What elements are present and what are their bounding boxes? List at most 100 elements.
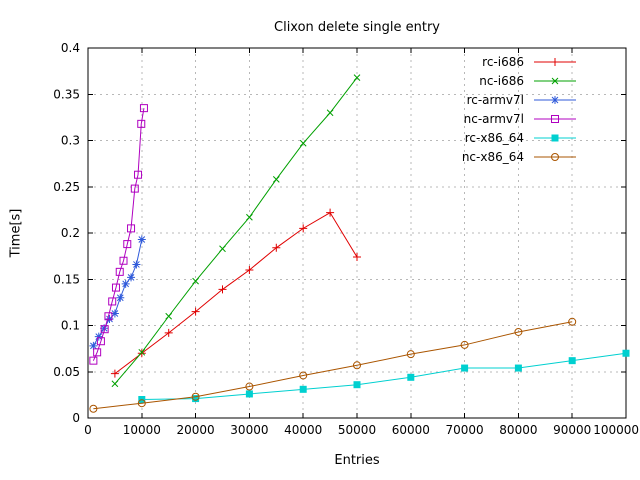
marker-plus bbox=[218, 285, 227, 294]
x-tick-label: 20000 bbox=[177, 423, 215, 437]
marker-square-open bbox=[100, 325, 109, 334]
marker-circle-open bbox=[299, 371, 308, 380]
marker-square-filled bbox=[622, 349, 630, 357]
marker-plus bbox=[272, 243, 281, 252]
legend-label: nc-armv7l bbox=[464, 112, 524, 126]
series-line bbox=[141, 352, 627, 400]
y-tick-label: 0.35 bbox=[53, 87, 80, 101]
y-tick-label: 0.05 bbox=[53, 365, 80, 379]
marker-square-open bbox=[134, 170, 143, 179]
marker-cross bbox=[192, 277, 199, 285]
marker-cross bbox=[111, 380, 119, 388]
legend-label: rc-i686 bbox=[482, 55, 524, 69]
legend-entry-nc-i686: nc-i686 bbox=[479, 74, 576, 88]
marker-square-open bbox=[108, 297, 117, 306]
marker-square-filled bbox=[514, 364, 522, 372]
marker-plus bbox=[110, 369, 119, 378]
series-line bbox=[92, 239, 143, 347]
chart-title: Clixon delete single entry bbox=[274, 20, 440, 35]
legend-label: rc-x86_64 bbox=[465, 131, 524, 145]
marker-cross bbox=[219, 245, 226, 253]
marker-circle-open bbox=[245, 382, 254, 391]
series-nc-i686 bbox=[111, 74, 361, 388]
marker-circle-open bbox=[191, 392, 200, 401]
legend-entry-rc-x86_64: rc-x86_64 bbox=[465, 131, 576, 145]
marker-circle-open bbox=[568, 317, 577, 326]
y-tick-label: 0.3 bbox=[61, 134, 80, 148]
marker-asterisk bbox=[116, 293, 125, 302]
y-tick-label: 0.25 bbox=[53, 180, 80, 194]
x-tick-label: 50000 bbox=[338, 423, 376, 437]
marker-square-open bbox=[115, 267, 124, 276]
marker-circle-open bbox=[137, 399, 146, 408]
marker-plus bbox=[326, 208, 335, 217]
marker-asterisk bbox=[89, 341, 98, 350]
marker-circle-open bbox=[406, 350, 415, 359]
marker-square-filled bbox=[568, 357, 576, 365]
series-line bbox=[114, 211, 358, 374]
marker-square-open bbox=[127, 224, 136, 233]
marker-square-open bbox=[93, 348, 102, 357]
x-tick-label: 80000 bbox=[499, 423, 537, 437]
marker-plus bbox=[164, 328, 173, 337]
x-tick-label: 10000 bbox=[123, 423, 161, 437]
x-tick-label: 70000 bbox=[446, 423, 484, 437]
grid bbox=[88, 48, 626, 418]
legend-entry-rc-armv7l: rc-armv7l bbox=[467, 93, 576, 107]
marker-asterisk bbox=[94, 332, 103, 341]
series-nc-x86_64 bbox=[89, 317, 577, 413]
marker-plus bbox=[353, 253, 361, 262]
legend-entry-nc-armv7l: nc-armv7l bbox=[464, 112, 576, 126]
marker-asterisk bbox=[110, 309, 119, 318]
marker-circle-open bbox=[89, 404, 98, 413]
marker-square-open bbox=[111, 283, 120, 292]
tick-labels: 0 10000 20000 30000 40000 50000 60000 70000 8000… bbox=[53, 41, 639, 437]
series-line bbox=[93, 321, 573, 410]
marker-square-filled bbox=[461, 364, 469, 372]
y-tick-label: 0 bbox=[72, 411, 80, 425]
legend-entry-rc-i686: rc-i686 bbox=[482, 55, 576, 69]
series-line bbox=[114, 77, 358, 385]
x-tick-label: 0 bbox=[84, 423, 92, 437]
marker-asterisk bbox=[137, 235, 146, 244]
series-rc-x86_64 bbox=[138, 349, 630, 403]
marker-square-open bbox=[137, 119, 146, 128]
marker-asterisk bbox=[100, 324, 109, 333]
marker-cross bbox=[551, 77, 559, 85]
marker-asterisk bbox=[127, 273, 136, 282]
marker-cross bbox=[165, 312, 173, 320]
legend-label: nc-i686 bbox=[479, 74, 524, 88]
marker-asterisk bbox=[551, 96, 559, 104]
marker-asterisk bbox=[121, 279, 130, 288]
marker-square-open bbox=[119, 256, 128, 265]
x-tick-label: 90000 bbox=[553, 423, 591, 437]
marker-square-filled bbox=[407, 373, 415, 381]
marker-asterisk bbox=[105, 315, 114, 324]
legend-entry-nc-x86_64: nc-x86_64 bbox=[462, 150, 576, 164]
marker-square-filled bbox=[192, 395, 200, 403]
marker-cross bbox=[353, 74, 361, 81]
marker-square-filled bbox=[245, 390, 253, 398]
marker-circle-open bbox=[353, 361, 361, 370]
marker-square-open bbox=[96, 337, 105, 346]
marker-square-open bbox=[123, 240, 132, 249]
marker-cross bbox=[299, 139, 307, 147]
marker-square-filled bbox=[551, 134, 559, 142]
marker-asterisk bbox=[132, 260, 141, 269]
x-tick-label: 30000 bbox=[230, 423, 268, 437]
series-nc-armv7l bbox=[89, 104, 148, 365]
marker-square-open bbox=[89, 356, 98, 365]
marker-plus bbox=[137, 349, 146, 358]
y-tick-label: 0.1 bbox=[61, 319, 80, 333]
x-tick-label: 40000 bbox=[284, 423, 322, 437]
marker-circle-open bbox=[514, 327, 523, 336]
marker-cross bbox=[272, 175, 280, 183]
marker-plus bbox=[191, 307, 200, 316]
marker-circle-open bbox=[551, 153, 559, 161]
marker-plus bbox=[245, 266, 254, 274]
x-tick-label: 60000 bbox=[392, 423, 430, 437]
marker-square-open bbox=[130, 184, 139, 193]
legend-label: rc-armv7l bbox=[467, 93, 524, 107]
